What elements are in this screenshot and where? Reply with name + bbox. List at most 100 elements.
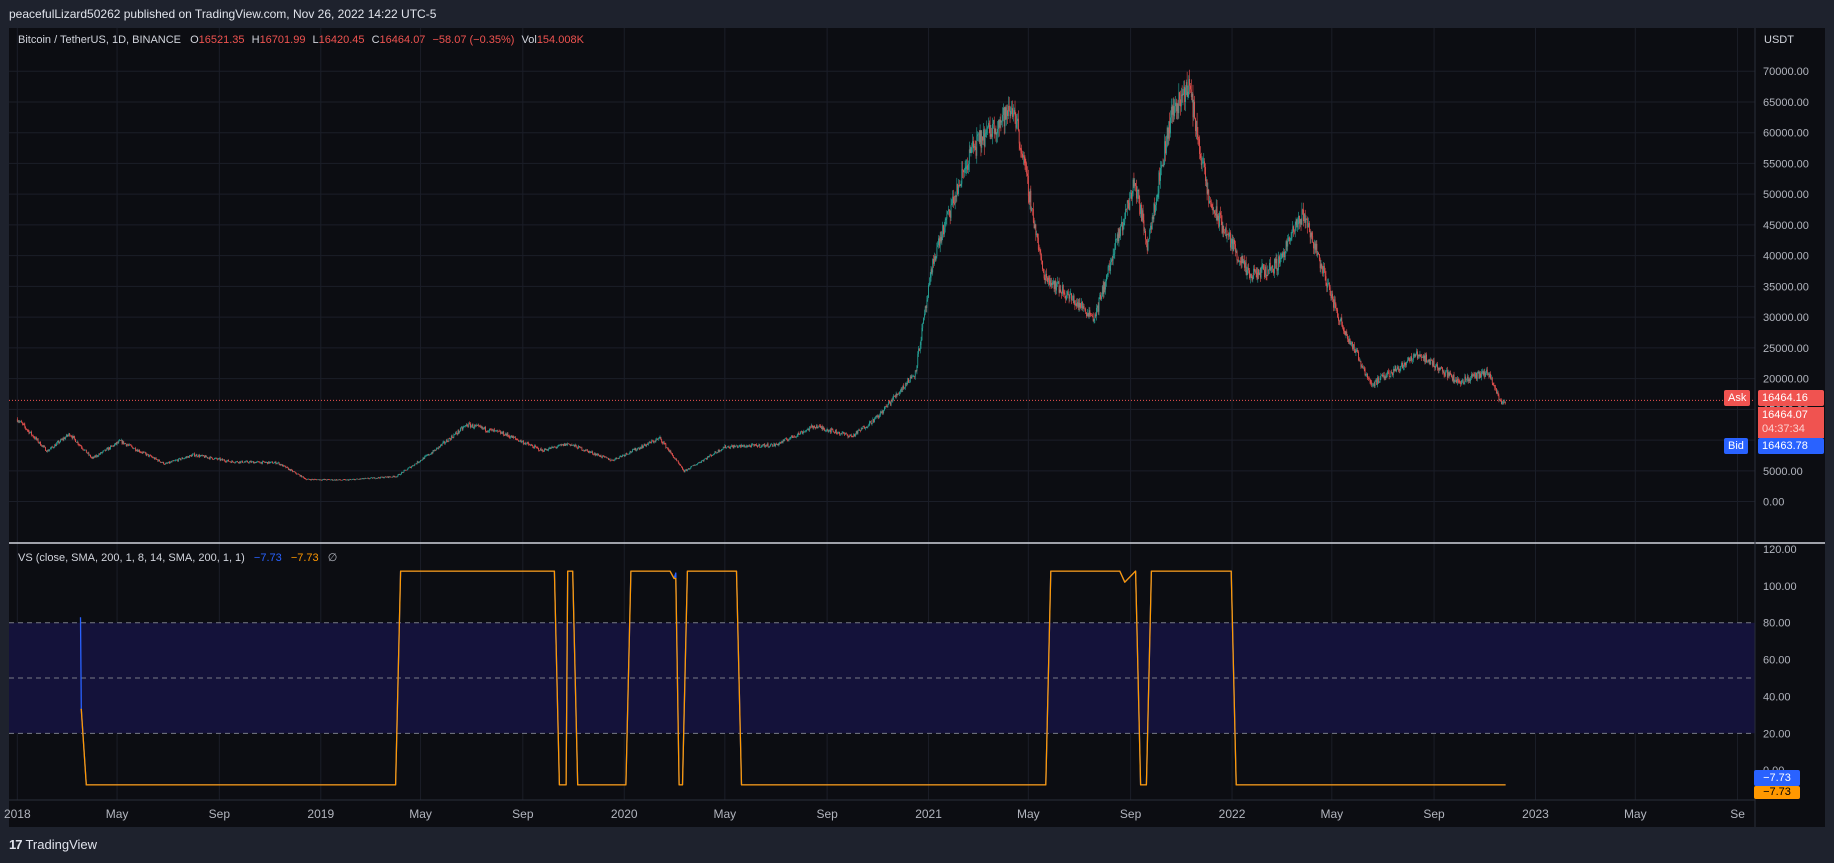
symbol-legend[interactable]: Bitcoin / TetherUS, 1D, BINANCE O16521.3… xyxy=(18,34,584,46)
candle-body xyxy=(876,415,878,417)
candle-body xyxy=(1265,266,1267,275)
candle-body xyxy=(1000,119,1002,123)
candle-body xyxy=(648,441,650,444)
candle-body xyxy=(39,441,41,443)
candle-body xyxy=(1161,164,1163,166)
candle-body xyxy=(1272,265,1274,269)
candle-body xyxy=(252,461,254,463)
candle-body xyxy=(791,435,793,437)
candle-body xyxy=(753,444,755,446)
candle-body xyxy=(908,378,910,383)
candle-body xyxy=(1180,94,1182,107)
candle-body xyxy=(449,438,451,439)
candle-body xyxy=(871,423,873,424)
candle-body xyxy=(1408,357,1410,361)
candle-body xyxy=(1338,320,1340,322)
candle-body xyxy=(51,446,53,448)
indicator-legend[interactable]: VS (close, SMA, 200, 1, 8, 14, SMA, 200,… xyxy=(18,551,337,564)
candle-body xyxy=(892,398,894,402)
candle-body xyxy=(735,446,737,447)
candle-body xyxy=(951,204,953,205)
candle-body xyxy=(152,457,154,459)
candle-body xyxy=(1424,355,1426,363)
candle-body xyxy=(67,435,69,437)
candle-body xyxy=(1225,228,1227,237)
candle-body xyxy=(839,431,840,435)
candle-body xyxy=(322,479,323,481)
tradingview-logo[interactable]: 17 TradingView xyxy=(9,837,97,852)
candle-body xyxy=(1427,361,1428,362)
candle-body xyxy=(974,146,976,148)
candle-body xyxy=(1262,264,1264,265)
candle-body xyxy=(1404,362,1406,365)
candle-body xyxy=(17,421,19,423)
candle-body xyxy=(1411,356,1413,361)
candle-body xyxy=(938,238,940,247)
candle-body xyxy=(1160,168,1161,181)
candle-body xyxy=(1266,274,1268,276)
candle-body xyxy=(1193,101,1195,118)
candle-body xyxy=(1044,278,1046,281)
candle-body xyxy=(142,452,144,453)
candle-body xyxy=(1180,99,1181,107)
candle-body xyxy=(1454,381,1456,383)
candle-body xyxy=(388,476,390,478)
candle-body xyxy=(374,477,376,479)
candle-body xyxy=(143,452,145,453)
candle-body xyxy=(627,453,628,455)
candle-body xyxy=(134,448,135,449)
candle-body xyxy=(1436,364,1438,368)
candle-body xyxy=(885,406,887,407)
candle-body xyxy=(41,445,42,447)
candle-body xyxy=(1106,275,1107,282)
candle-body xyxy=(1209,200,1210,204)
ask-tag: Ask xyxy=(1724,390,1751,406)
candle-body xyxy=(1215,213,1216,216)
candle-body xyxy=(1270,267,1272,270)
candle-body xyxy=(23,423,25,425)
candle-body xyxy=(1050,282,1052,287)
candle-body xyxy=(911,376,913,379)
candle-body xyxy=(306,479,308,481)
candle-body xyxy=(1279,258,1281,264)
candle-body xyxy=(1451,374,1452,378)
candle-body xyxy=(77,441,79,445)
candle-body xyxy=(722,447,724,449)
candle-body xyxy=(425,455,427,456)
time-tick-label: May xyxy=(1017,807,1040,821)
candle-body xyxy=(652,440,653,442)
candle-body xyxy=(794,436,796,438)
candle-body xyxy=(24,424,26,427)
candle-body xyxy=(950,204,952,218)
candle-body xyxy=(898,393,900,395)
candle-body xyxy=(954,195,956,205)
candle-body xyxy=(554,446,555,448)
candle-body xyxy=(1380,375,1382,378)
candle-body xyxy=(996,133,998,135)
candle-body xyxy=(629,451,631,454)
candle-body xyxy=(1155,198,1157,206)
candle-body xyxy=(1306,218,1308,220)
candle-body xyxy=(583,450,584,451)
candle-body xyxy=(136,450,138,451)
candle-body xyxy=(165,462,167,464)
candle-body xyxy=(455,432,457,434)
candle-body xyxy=(969,149,971,153)
candle-body xyxy=(1427,361,1429,362)
candle-body xyxy=(1342,324,1344,328)
candle-body xyxy=(258,461,259,463)
candle-body xyxy=(1355,350,1357,353)
candle-body xyxy=(773,443,775,446)
candle-body xyxy=(884,406,885,411)
candle-body xyxy=(1257,269,1259,279)
candle-body xyxy=(184,458,185,459)
candle-body xyxy=(559,444,561,446)
candle-body xyxy=(276,463,278,464)
candle-body xyxy=(410,466,411,468)
candle-body xyxy=(1171,106,1173,115)
candle-body xyxy=(110,445,112,447)
candle-body xyxy=(219,458,221,461)
candle-body xyxy=(976,136,978,156)
candle-body xyxy=(1286,241,1288,247)
